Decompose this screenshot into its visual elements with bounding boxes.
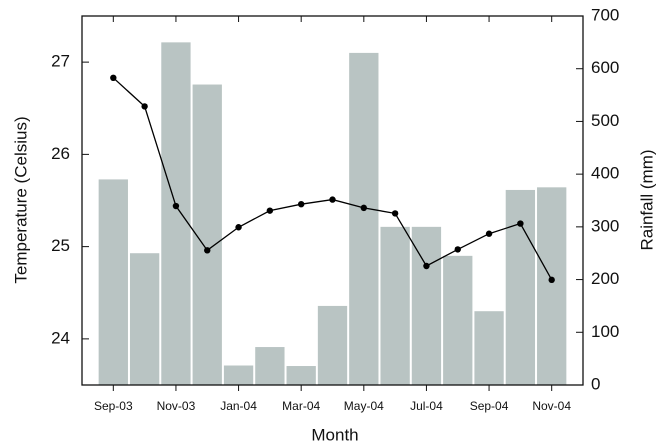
bar	[223, 365, 254, 385]
y2-axis-label: Rainfall (mm)	[637, 149, 656, 250]
point	[297, 200, 305, 208]
point	[266, 207, 274, 214]
bar	[505, 189, 536, 385]
y-tick-label: 27	[51, 52, 70, 71]
y2-tick-label: 300	[591, 216, 619, 235]
x-tick-label: Jan-04	[220, 399, 257, 413]
x-tick-label: Nov-03	[157, 399, 196, 413]
y-axis-label: Temperature (Celsius)	[11, 116, 30, 283]
point	[360, 204, 368, 212]
y2-tick-label: 500	[591, 111, 619, 130]
point	[485, 230, 493, 237]
bar	[411, 226, 442, 385]
point	[517, 220, 524, 227]
bar	[129, 253, 160, 385]
point	[204, 247, 211, 254]
point	[548, 276, 555, 284]
bar	[349, 52, 379, 386]
y-tick-label: 25	[51, 236, 70, 255]
bar	[161, 42, 191, 385]
x-tick-label: Sep-04	[470, 399, 509, 413]
point	[329, 196, 336, 203]
x-tick-label: May-04	[344, 399, 384, 413]
x-tick-label: Sep-03	[94, 399, 133, 413]
bar	[474, 311, 504, 385]
point	[141, 103, 148, 110]
bar	[255, 347, 285, 385]
y2-tick-label: 700	[591, 5, 619, 24]
point	[454, 246, 461, 253]
y2-tick-label: 400	[591, 164, 619, 183]
x-tick-label: Mar-04	[282, 399, 320, 413]
y-tick-label: 24	[51, 328, 70, 347]
y-tick-label: 26	[51, 144, 70, 163]
bar	[98, 179, 128, 385]
bar	[380, 226, 410, 385]
point	[423, 262, 430, 270]
bar	[192, 84, 222, 386]
y2-tick-label: 200	[591, 269, 619, 288]
bar	[537, 187, 567, 385]
point	[172, 202, 180, 210]
plot-frame	[81, 15, 584, 386]
bar	[286, 366, 316, 385]
bar	[317, 305, 348, 385]
y2-tick-label: 100	[591, 322, 619, 341]
x-tick-label: Jul-04	[410, 399, 443, 413]
x-tick-label: Nov-04	[532, 399, 571, 413]
point	[391, 210, 399, 217]
y2-tick-label: 600	[591, 58, 619, 77]
point	[110, 74, 117, 82]
bar	[443, 255, 473, 385]
x-axis-label: Month	[311, 425, 358, 444]
point	[235, 224, 242, 231]
y2-tick-label: 0	[591, 374, 600, 393]
